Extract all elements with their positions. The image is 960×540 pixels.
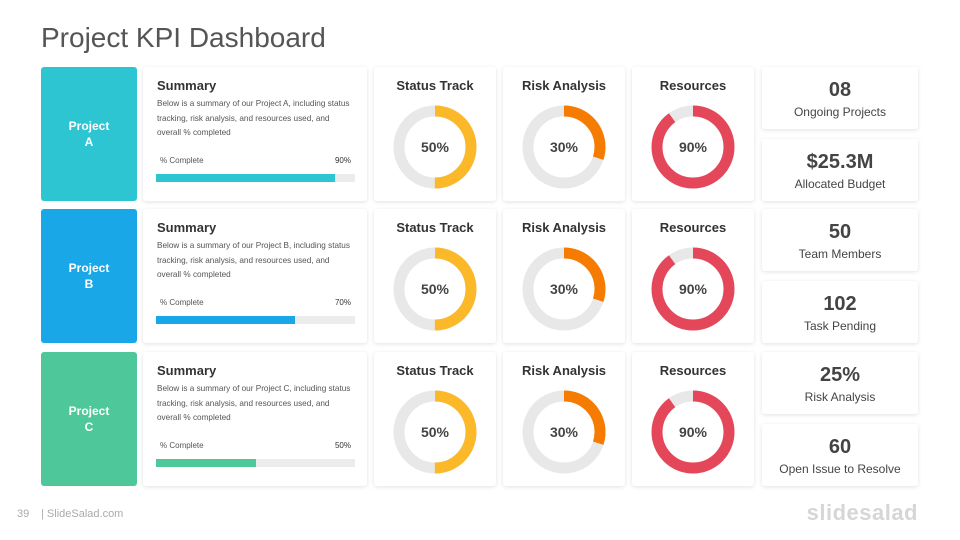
donut-arc [651, 247, 735, 331]
project-a-summary-card: Summary Below is a summary of our Projec… [143, 67, 367, 201]
gauge-title: Risk Analysis [521, 363, 607, 378]
percent-complete-label: % Complete [160, 298, 204, 307]
page-title: Project KPI Dashboard [41, 22, 326, 53]
percent-complete-value: 70% [334, 298, 351, 307]
stat-label: Open Issue to Resolve [779, 462, 901, 476]
stat-value: 50 [828, 221, 852, 243]
gauge-percent: 90% [678, 139, 708, 155]
gauge-title: Risk Analysis [521, 78, 607, 93]
gauge-percent: 30% [549, 281, 579, 297]
progress-bar-fill [156, 316, 296, 324]
gauge-percent: 50% [420, 139, 450, 155]
stat-team-members: 50 Team Members [762, 209, 918, 271]
risk-analysis-donut [522, 247, 606, 331]
gauge-title: Resources [659, 363, 727, 378]
donut-arc [393, 247, 477, 331]
gauge-title: Resources [659, 220, 727, 235]
resources-card: Resources 90% [632, 352, 754, 486]
stat-value: 25% [819, 364, 861, 386]
summary-title: Summary [157, 220, 217, 235]
gauge-title: Resources [659, 78, 727, 93]
status-track-donut [393, 247, 477, 331]
donut-arc [393, 105, 477, 189]
project-a-letter: A [84, 135, 94, 149]
summary-description: Below is a summary of our Project B, inc… [157, 241, 350, 279]
stat-value: 102 [823, 293, 857, 315]
percent-complete-value: 50% [334, 441, 351, 450]
slidesalad-logo: slidesalad [806, 500, 918, 525]
status-track-donut [393, 105, 477, 189]
resources-donut [651, 105, 735, 189]
percent-complete-value: 90% [334, 156, 351, 165]
risk-analysis-donut [522, 390, 606, 474]
project-c-summary-card: Summary Below is a summary of our Projec… [143, 352, 367, 486]
status-track-card: Status Track 50% [374, 67, 496, 201]
stat-label: Ongoing Projects [793, 105, 887, 119]
status-track-card: Status Track 50% [374, 209, 496, 343]
project-c-tile[interactable]: Project C [41, 352, 137, 486]
donut-arc [522, 390, 606, 474]
risk-analysis-card: Risk Analysis 30% [503, 67, 625, 201]
summary-title: Summary [157, 363, 217, 378]
risk-analysis-donut [522, 105, 606, 189]
project-a-tile[interactable]: Project A [41, 67, 137, 201]
progress-bar [156, 174, 355, 182]
donut-arc [522, 247, 606, 331]
resources-card: Resources 90% [632, 209, 754, 343]
stat-value: $25.3M [806, 151, 874, 173]
project-c-name: Project [68, 404, 110, 418]
gauge-title: Risk Analysis [521, 220, 607, 235]
footer-brand: | SlideSalad.com [41, 508, 124, 520]
project-c-letter: C [84, 420, 94, 434]
summary-description: Below is a summary of our Project C, inc… [157, 384, 351, 422]
project-b-summary-card: Summary Below is a summary of our Projec… [143, 209, 367, 343]
resources-card: Resources 90% [632, 67, 754, 201]
status-track-card: Status Track 50% [374, 352, 496, 486]
percent-complete-label: % Complete [160, 156, 204, 165]
gauge-percent: 30% [549, 139, 579, 155]
project-b-tile[interactable]: Project B [41, 209, 137, 343]
project-b-name: Project [68, 261, 110, 275]
donut-arc [651, 105, 735, 189]
summary-title: Summary [157, 78, 217, 93]
risk-analysis-card: Risk Analysis 30% [503, 209, 625, 343]
stat-value: 08 [828, 79, 852, 101]
gauge-percent: 50% [420, 281, 450, 297]
gauge-title: Status Track [396, 78, 474, 93]
project-a-name: Project [68, 119, 110, 133]
gauge-title: Status Track [396, 363, 474, 378]
status-track-donut [393, 390, 477, 474]
stat-open-issues: 60 Open Issue to Resolve [762, 424, 918, 486]
progress-bar-fill [156, 174, 336, 182]
gauge-percent: 90% [678, 281, 708, 297]
stat-label: Risk Analysis [804, 390, 876, 404]
summary-description: Below is a summary of our Project A, inc… [157, 99, 350, 137]
progress-bar-fill [156, 459, 256, 467]
percent-complete-label: % Complete [160, 441, 204, 450]
project-b-letter: B [84, 277, 94, 291]
stat-label: Team Members [798, 247, 882, 261]
donut-arc [651, 390, 735, 474]
stat-label: Allocated Budget [794, 177, 886, 191]
gauge-percent: 30% [549, 424, 579, 440]
progress-bar [156, 316, 355, 324]
stat-allocated-budget: $25.3M Allocated Budget [762, 139, 918, 201]
page-number: 39 [17, 508, 30, 520]
progress-bar [156, 459, 355, 467]
gauge-percent: 90% [678, 424, 708, 440]
gauge-title: Status Track [396, 220, 474, 235]
resources-donut [651, 247, 735, 331]
stat-label: Task Pending [803, 319, 877, 333]
gauge-percent: 50% [420, 424, 450, 440]
stat-value: 60 [828, 436, 852, 458]
stat-task-pending: 102 Task Pending [762, 281, 918, 343]
donut-arc [522, 105, 606, 189]
risk-analysis-card: Risk Analysis 30% [503, 352, 625, 486]
stat-risk-analysis: 25% Risk Analysis [762, 352, 918, 414]
donut-arc [393, 390, 477, 474]
resources-donut [651, 390, 735, 474]
stat-ongoing-projects: 08 Ongoing Projects [762, 67, 918, 129]
